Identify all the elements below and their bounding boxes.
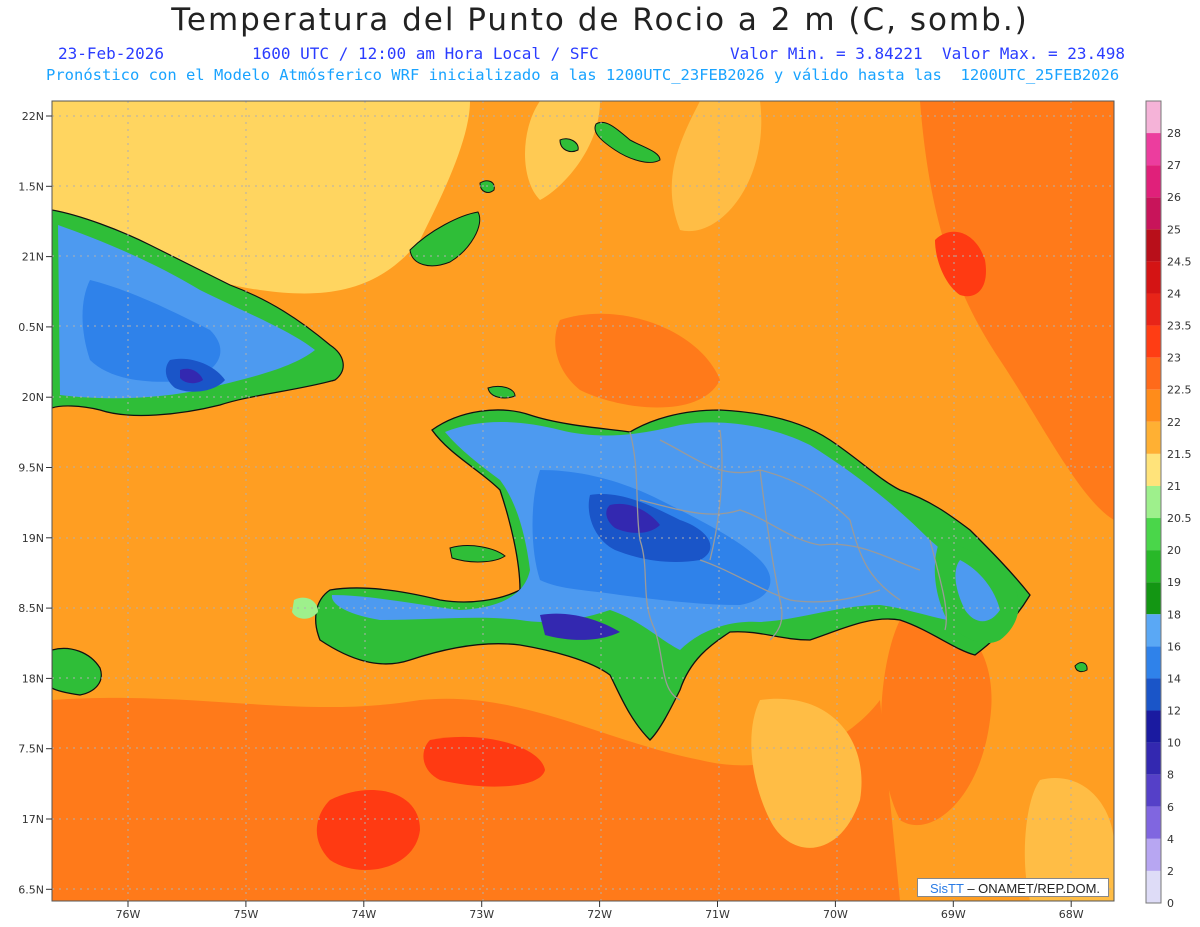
lon-label: 75W <box>233 908 258 921</box>
lat-label: 21N <box>22 251 44 264</box>
lat-label: 22N <box>22 110 44 123</box>
warm-band-east <box>920 101 1114 520</box>
colorbar-label: 27 <box>1167 159 1181 172</box>
colorbar-label: 21.5 <box>1167 448 1192 461</box>
colorbar-swatch <box>1146 870 1161 903</box>
colorbar-swatch <box>1146 646 1161 679</box>
colorbar-label: 26 <box>1167 191 1181 204</box>
colorbar-frame <box>1145 100 1162 904</box>
turks-caicos <box>594 122 661 163</box>
colorbar-swatch <box>1146 293 1161 326</box>
lat-label: 0.5N <box>18 321 44 334</box>
colorbar-label: 22.5 <box>1167 384 1192 397</box>
sis-logo: SisTT <box>930 881 964 896</box>
lat-label: 9.5N <box>18 462 44 475</box>
credit-org: – ONAMET/REP.DOM. <box>967 881 1101 896</box>
colorbar-swatch <box>1146 165 1161 198</box>
jamaica-island <box>52 647 102 696</box>
colorbar-label: 16 <box>1167 640 1181 653</box>
map-field <box>52 101 1114 901</box>
lat-label: 18N <box>22 672 44 685</box>
lon-label: 76W <box>116 908 141 921</box>
colorbar-swatch <box>1146 774 1161 807</box>
model-info: Pronóstico con el Modelo Atmósferico WRF… <box>46 66 1120 84</box>
lat-label: 20N <box>22 391 44 404</box>
colorbar-swatch <box>1146 582 1161 615</box>
colorbar-swatch <box>1146 518 1161 551</box>
colorbar-label: 4 <box>1167 833 1174 846</box>
colorbar-label: 14 <box>1167 672 1181 685</box>
max-value: Valor Max. = 23.498 <box>942 44 1126 63</box>
lon-label: 70W <box>823 908 848 921</box>
lon-label: 69W <box>941 908 966 921</box>
colorbar-label: 20 <box>1167 544 1181 557</box>
colorbar-swatch <box>1146 421 1161 454</box>
colorbar-swatch <box>1146 389 1161 422</box>
lat-label: 7.5N <box>18 743 44 756</box>
colorbar-label: 0 <box>1167 897 1174 910</box>
map-title: Temperatura del Punto de Rocio a 2 m (C,… <box>171 2 1029 38</box>
cuba-landmass <box>52 209 344 417</box>
colorbar-label: 2 <box>1167 865 1174 878</box>
forecast-date: 23-Feb-2026 <box>58 44 164 63</box>
colorbar-swatch <box>1146 325 1161 358</box>
colorbar-label: 6 <box>1167 801 1174 814</box>
lat-label: 1.5N <box>18 180 44 193</box>
forecast-time: 1600 UTC / 12:00 am Hora Local / SFC <box>252 44 599 63</box>
lon-axis: 76W 75W 74W 73W 72W 71W 70W 69W 68W <box>116 901 1084 921</box>
gonave-island <box>449 545 506 563</box>
colorbar-swatch <box>1146 742 1161 775</box>
colorbar-swatch <box>1146 614 1161 647</box>
colorbar-label: 18 <box>1167 608 1181 621</box>
colorbar-label: 8 <box>1167 769 1174 782</box>
colorbar-label: 24.5 <box>1167 255 1192 268</box>
colorbar-label: 22 <box>1167 416 1181 429</box>
bahamas-island <box>409 211 481 267</box>
colorbar-label: 12 <box>1167 705 1181 718</box>
lon-label: 68W <box>1059 908 1084 921</box>
colorbar-swatch <box>1146 133 1161 166</box>
colorbar-label: 19 <box>1167 576 1181 589</box>
lat-axis: 22N 1.5N 21N 0.5N 20N 9.5N 19N 8.5N 18N 7.5N 17N 6.… <box>18 110 52 896</box>
colorbar: 2827262524.52423.52322.52221.52120.52019… <box>1145 100 1192 910</box>
colorbar-label: 23.5 <box>1167 320 1192 333</box>
colorbar-swatch <box>1146 485 1161 519</box>
colorbar-label: 28 <box>1167 127 1181 140</box>
colorbar-swatch <box>1146 197 1161 230</box>
colorbar-swatch <box>1146 261 1161 294</box>
colorbar-swatch <box>1146 550 1161 583</box>
hispaniola-landmass <box>315 409 1031 741</box>
colorbar-label: 10 <box>1167 737 1181 750</box>
colorbar-label: 25 <box>1167 223 1181 236</box>
credit-box: SisTT – ONAMET/REP.DOM. <box>917 878 1109 897</box>
province-borders <box>629 429 947 701</box>
colorbar-label: 20.5 <box>1167 512 1192 525</box>
colorbar-swatch <box>1146 229 1161 262</box>
colorbar-swatch <box>1146 678 1161 711</box>
min-value: Valor Min. = 3.84221 <box>730 44 923 63</box>
lat-label: 6.5N <box>18 883 44 896</box>
colorbar-swatch <box>1146 838 1161 871</box>
lat-label: 17N <box>22 813 44 826</box>
colorbar-label: 23 <box>1167 352 1181 365</box>
colorbar-swatch <box>1146 453 1161 486</box>
warm-band-south <box>52 697 900 901</box>
lon-label: 72W <box>587 908 612 921</box>
colorbar-label: 21 <box>1167 480 1181 493</box>
colorbar-swatch <box>1146 806 1161 839</box>
plot-frame <box>51 100 1115 902</box>
cool-plume-nw <box>52 101 470 294</box>
lon-label: 73W <box>469 908 494 921</box>
graticule <box>52 101 1114 901</box>
colorbar-label: 24 <box>1167 287 1181 300</box>
colorbar-swatch <box>1146 710 1161 743</box>
lon-label: 71W <box>705 908 730 921</box>
lat-label: 19N <box>22 532 44 545</box>
lon-label: 74W <box>351 908 376 921</box>
lat-label: 8.5N <box>18 602 44 615</box>
colorbar-swatch <box>1146 101 1161 134</box>
colorbar-swatch <box>1146 357 1161 390</box>
